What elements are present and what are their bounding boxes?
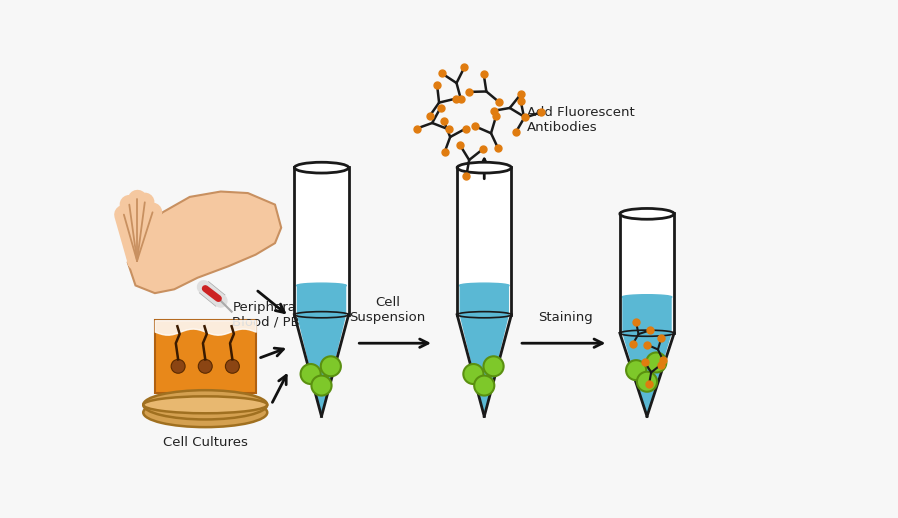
Ellipse shape [620,208,674,219]
Text: Staining: Staining [538,311,593,324]
Text: Add Fluorescent
Antibodies: Add Fluorescent Antibodies [527,106,635,134]
Polygon shape [458,167,511,285]
Circle shape [172,359,185,373]
Circle shape [637,372,657,392]
Ellipse shape [144,396,268,413]
Circle shape [463,364,483,384]
Ellipse shape [144,398,268,427]
Ellipse shape [144,390,268,420]
Ellipse shape [296,283,347,288]
Ellipse shape [295,162,348,173]
Circle shape [225,359,240,373]
Polygon shape [297,285,346,413]
Circle shape [483,356,504,376]
Polygon shape [154,320,256,393]
Circle shape [321,356,341,376]
Polygon shape [621,213,674,297]
Circle shape [198,359,212,373]
Polygon shape [295,167,348,285]
Circle shape [301,364,321,384]
Text: Peripheral
Blood / PBMC: Peripheral Blood / PBMC [233,301,321,329]
Text: Cell Cultures: Cell Cultures [163,436,248,449]
Ellipse shape [457,162,511,173]
Text: Skin: Skin [191,399,219,412]
Circle shape [474,376,494,396]
Circle shape [647,352,666,372]
Polygon shape [623,297,671,413]
Ellipse shape [622,295,672,299]
Circle shape [312,376,331,396]
Circle shape [626,360,647,380]
Polygon shape [128,192,281,293]
Text: Cell
Suspension: Cell Suspension [349,296,426,324]
Polygon shape [460,285,508,413]
Ellipse shape [460,283,509,288]
